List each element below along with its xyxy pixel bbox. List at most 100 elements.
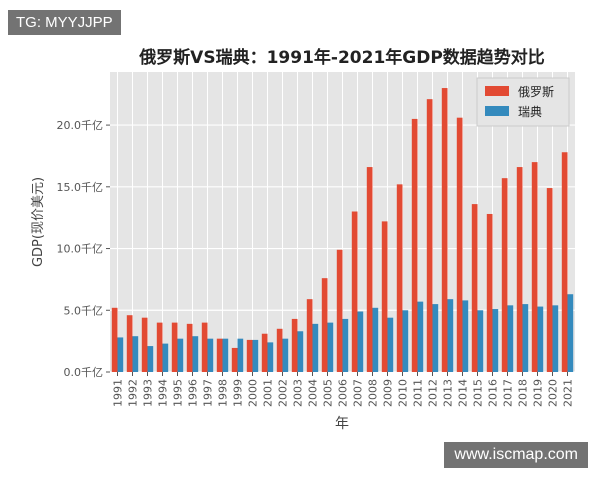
watermark-top-left: TG: MYYJJPP [8, 10, 121, 35]
bar-sweden-1997 [207, 338, 214, 372]
legend-label-sweden: 瑞典 [518, 105, 542, 119]
y-axis-label: GDP(现价美元) [31, 177, 46, 267]
bar-sweden-2006 [342, 318, 349, 372]
x-tick-label: 2013 [442, 379, 455, 407]
x-tick-label: 2007 [352, 379, 365, 407]
bar-russia-2000 [246, 339, 253, 372]
bar-russia-2021 [561, 152, 568, 372]
bar-russia-2014 [456, 117, 463, 372]
bar-sweden-2020 [552, 305, 559, 372]
bar-russia-2012 [426, 99, 433, 372]
bar-russia-2002 [276, 328, 283, 372]
bar-russia-2011 [411, 118, 418, 373]
bar-russia-1993 [141, 317, 148, 372]
x-tick-label: 2004 [307, 379, 320, 407]
bar-sweden-1998 [222, 338, 229, 372]
bar-russia-2015 [471, 204, 478, 372]
bar-russia-1992 [126, 315, 133, 372]
x-tick-label: 2019 [532, 379, 545, 407]
x-tick-label: 1998 [217, 379, 230, 407]
x-tick-label: 2002 [277, 379, 290, 407]
x-tick-label: 2016 [487, 379, 500, 407]
bar-sweden-2015 [477, 310, 484, 372]
x-tick-label: 2018 [517, 379, 530, 407]
y-tick-label: 20.0千亿 [57, 119, 104, 132]
bar-russia-2018 [516, 167, 523, 372]
bar-sweden-2009 [387, 317, 394, 372]
x-tick-label: 1994 [157, 379, 170, 407]
bar-russia-2004 [306, 299, 313, 372]
x-tick-label: 1991 [112, 379, 125, 407]
bar-russia-2017 [501, 178, 508, 372]
y-tick-label: 0.0千亿 [64, 366, 104, 379]
x-tick-label: 2015 [472, 379, 485, 407]
chart-title: 俄罗斯VS瑞典：1991年-2021年GDP数据趋势对比 [138, 47, 545, 68]
bar-sweden-2002 [282, 338, 289, 372]
bar-sweden-2016 [492, 309, 499, 372]
x-tick-label: 2009 [382, 379, 395, 407]
x-tick-label: 2012 [427, 379, 440, 407]
bar-sweden-1994 [162, 343, 169, 372]
bar-russia-2006 [336, 249, 343, 372]
bar-russia-2009 [381, 221, 388, 372]
x-tick-label: 2011 [412, 379, 425, 407]
bar-sweden-2011 [417, 301, 424, 372]
y-tick-label: 15.0千亿 [57, 181, 104, 194]
bar-russia-1997 [201, 322, 208, 372]
bar-sweden-2004 [312, 323, 319, 372]
bar-sweden-2003 [297, 331, 304, 372]
bar-sweden-2000 [252, 339, 259, 372]
bar-sweden-1993 [147, 346, 154, 372]
x-tick-label: 2010 [397, 379, 410, 407]
bar-russia-1994 [156, 322, 163, 372]
x-tick-label: 2001 [262, 379, 275, 407]
x-tick-label: 2014 [457, 379, 470, 407]
bar-russia-2001 [261, 333, 268, 372]
bar-sweden-2013 [447, 299, 454, 372]
bar-sweden-2014 [462, 300, 469, 372]
bar-russia-2007 [351, 211, 358, 372]
bar-sweden-1999 [237, 338, 244, 372]
bar-sweden-2019 [537, 306, 544, 372]
x-tick-label: 1993 [142, 379, 155, 407]
y-tick-label: 10.0千亿 [57, 243, 104, 256]
bar-russia-2016 [486, 213, 493, 372]
y-tick-label: 5.0千亿 [64, 304, 104, 317]
bar-russia-1999 [231, 347, 238, 372]
x-tick-label: 2021 [562, 379, 575, 407]
bar-russia-1998 [216, 338, 223, 372]
x-tick-label: 2003 [292, 379, 305, 407]
bar-russia-2020 [546, 188, 553, 372]
x-tick-label: 2006 [337, 379, 350, 407]
bar-sweden-2005 [327, 322, 334, 372]
x-tick-label: 1992 [127, 379, 140, 407]
bar-sweden-2001 [267, 342, 274, 372]
bar-sweden-2021 [567, 294, 574, 372]
legend: 俄罗斯 瑞典 [476, 77, 570, 127]
bar-sweden-2007 [357, 311, 364, 372]
bar-russia-1995 [171, 322, 178, 372]
bar-russia-1996 [186, 323, 193, 372]
legend-swatch-russia [485, 86, 509, 96]
bar-russia-2003 [291, 318, 298, 372]
x-tick-label: 2020 [547, 379, 560, 407]
bar-sweden-2008 [372, 307, 379, 372]
bar-sweden-1992 [132, 336, 139, 372]
x-axis-label: 年 [335, 416, 349, 432]
bar-russia-1991 [111, 307, 118, 372]
x-tick-label: 2008 [367, 379, 380, 407]
x-tick-label: 2005 [322, 379, 335, 407]
watermark-bottom-right: www.iscmap.com [444, 442, 588, 468]
x-tick-label: 1999 [232, 379, 245, 407]
bar-sweden-1995 [177, 338, 184, 372]
bar-sweden-2018 [522, 304, 529, 372]
x-tick-label: 2017 [502, 379, 515, 407]
bar-sweden-1991 [117, 337, 124, 372]
bar-sweden-2010 [402, 310, 409, 372]
x-tick-label: 1997 [202, 379, 215, 407]
legend-label-russia: 俄罗斯 [518, 85, 554, 99]
legend-swatch-sweden [485, 106, 509, 116]
bar-russia-2010 [396, 184, 403, 372]
